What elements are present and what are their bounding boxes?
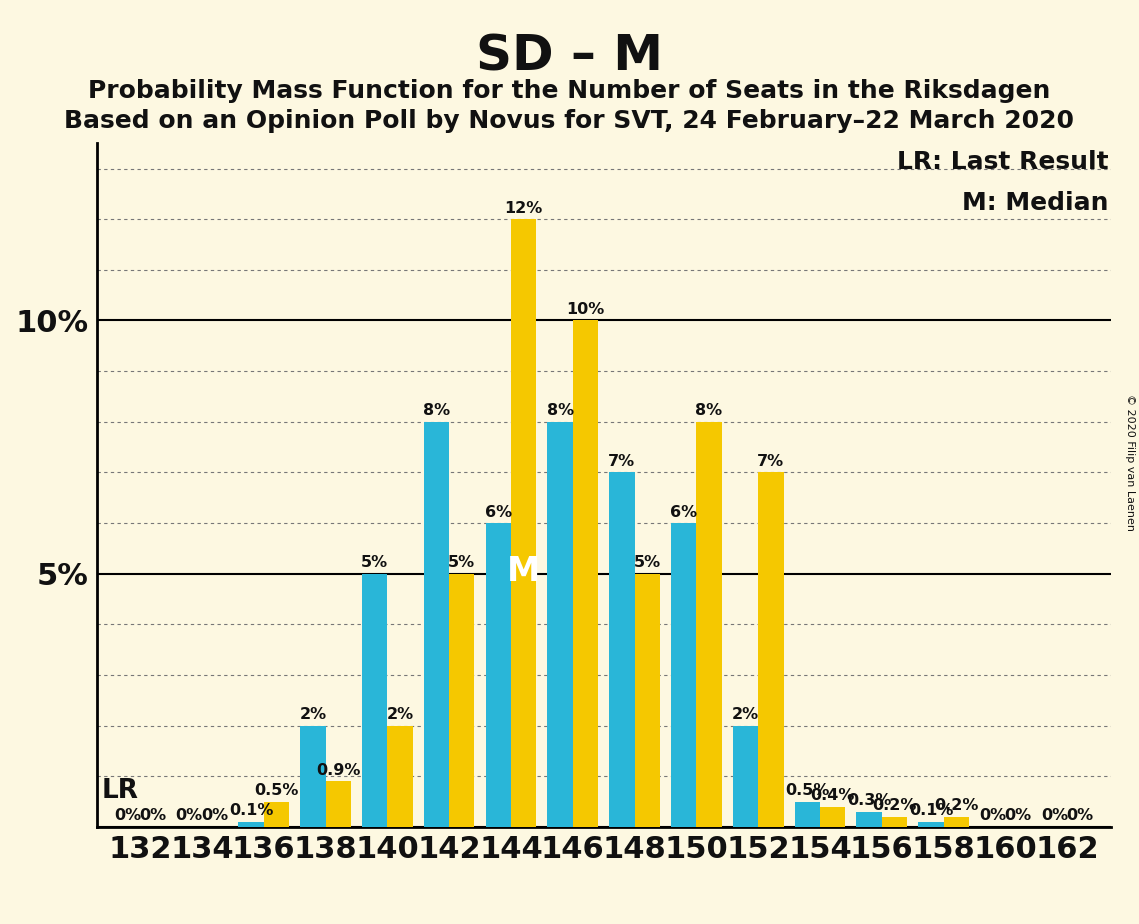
Text: 0.2%: 0.2% — [872, 798, 917, 813]
Text: M: M — [507, 555, 540, 589]
Bar — [449, 574, 475, 827]
Text: 0.4%: 0.4% — [811, 788, 855, 803]
Text: 0.1%: 0.1% — [909, 803, 953, 819]
Text: 2%: 2% — [732, 707, 759, 723]
Text: 0%: 0% — [139, 808, 166, 823]
Text: 7%: 7% — [757, 454, 785, 468]
Bar — [732, 725, 759, 827]
Text: 0.9%: 0.9% — [316, 763, 360, 778]
Text: 0.1%: 0.1% — [229, 803, 273, 819]
Text: 6%: 6% — [670, 505, 697, 519]
Text: 5%: 5% — [449, 555, 475, 570]
Bar — [609, 472, 634, 827]
Text: 0%: 0% — [114, 808, 141, 823]
Text: 2%: 2% — [300, 707, 327, 723]
Text: © 2020 Filip van Laenen: © 2020 Filip van Laenen — [1125, 394, 1134, 530]
Text: 0%: 0% — [175, 808, 203, 823]
Bar — [387, 725, 412, 827]
Text: 0.3%: 0.3% — [847, 793, 892, 808]
Text: 0%: 0% — [200, 808, 228, 823]
Bar — [424, 421, 449, 827]
Bar — [362, 574, 387, 827]
Text: 5%: 5% — [361, 555, 388, 570]
Text: 0%: 0% — [980, 808, 1007, 823]
Bar — [634, 574, 659, 827]
Text: 6%: 6% — [485, 505, 511, 519]
Text: 0.5%: 0.5% — [785, 784, 829, 798]
Text: 7%: 7% — [608, 454, 636, 468]
Text: 0%: 0% — [1005, 808, 1032, 823]
Text: LR: Last Result: LR: Last Result — [896, 150, 1108, 174]
Bar — [795, 802, 820, 827]
Bar — [548, 421, 573, 827]
Text: 8%: 8% — [547, 403, 574, 419]
Bar — [696, 421, 722, 827]
Bar — [918, 822, 943, 827]
Bar — [485, 523, 511, 827]
Bar — [511, 219, 536, 827]
Bar — [573, 321, 598, 827]
Text: 5%: 5% — [633, 555, 661, 570]
Text: Based on an Opinion Poll by Novus for SVT, 24 February–22 March 2020: Based on an Opinion Poll by Novus for SV… — [65, 109, 1074, 133]
Text: SD – M: SD – M — [476, 32, 663, 80]
Text: M: Median: M: Median — [962, 191, 1108, 215]
Text: 12%: 12% — [505, 201, 543, 215]
Text: 8%: 8% — [423, 403, 450, 419]
Text: Probability Mass Function for the Number of Seats in the Riksdagen: Probability Mass Function for the Number… — [89, 79, 1050, 103]
Text: 0%: 0% — [1066, 808, 1093, 823]
Text: 0%: 0% — [1041, 808, 1068, 823]
Text: LR: LR — [101, 778, 139, 804]
Text: 0.5%: 0.5% — [254, 784, 298, 798]
Bar — [820, 807, 845, 827]
Text: 8%: 8% — [696, 403, 722, 419]
Bar — [301, 725, 326, 827]
Bar — [326, 782, 351, 827]
Text: 2%: 2% — [386, 707, 413, 723]
Bar — [671, 523, 696, 827]
Bar — [238, 822, 264, 827]
Bar — [759, 472, 784, 827]
Bar — [857, 812, 882, 827]
Text: 0.2%: 0.2% — [934, 798, 978, 813]
Bar — [943, 817, 969, 827]
Bar — [264, 802, 289, 827]
Text: 10%: 10% — [566, 302, 605, 317]
Bar — [882, 817, 907, 827]
